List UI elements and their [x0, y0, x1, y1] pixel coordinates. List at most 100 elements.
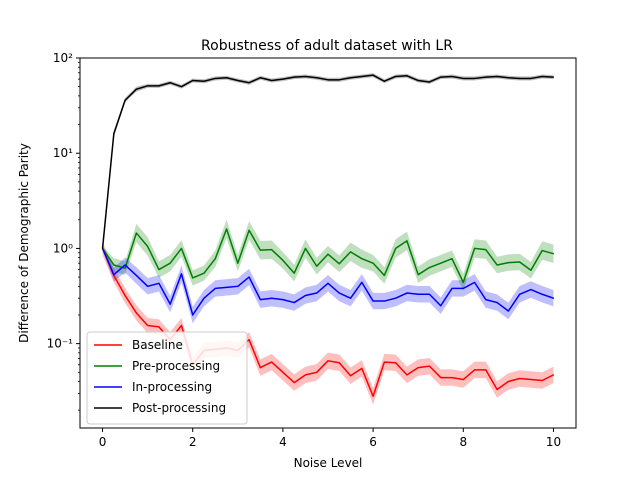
legend-label-post-processing: Post-processing: [132, 401, 226, 415]
pre-processing-point: [282, 259, 284, 261]
post-processing-point: [101, 247, 104, 250]
in-processing-point: [248, 276, 250, 278]
post-processing-point: [192, 79, 194, 82]
post-processing-band: [102, 73, 554, 250]
post-processing-point: [541, 75, 543, 78]
pre-processing-point: [192, 277, 194, 279]
in-processing-point: [406, 292, 408, 294]
in-processing-point: [282, 299, 284, 301]
post-processing-point: [237, 79, 239, 82]
legend: Baseline Pre-processing In-processing Post-…: [86, 331, 248, 425]
baseline-point: [473, 369, 476, 371]
post-processing-point: [124, 99, 126, 101]
pre-processing-point: [147, 245, 149, 248]
post-processing-point: [304, 75, 307, 78]
in-processing-point: [158, 282, 160, 284]
post-processing-point: [158, 85, 160, 87]
baseline-point: [282, 371, 284, 373]
pre-processing-point: [473, 247, 476, 250]
baseline-point: [147, 324, 149, 327]
post-processing-point: [361, 75, 363, 78]
post-processing-point: [349, 77, 352, 79]
post-processing-point: [147, 85, 149, 87]
baseline-point: [338, 362, 340, 364]
in-processing-point: [259, 299, 261, 301]
y-tick-label: 10¹: [53, 146, 73, 160]
post-processing-point: [214, 77, 216, 80]
pre-processing-point: [406, 240, 408, 242]
y-axis-label: Difference of Demographic Parity: [17, 143, 31, 343]
in-processing-point: [237, 285, 239, 287]
baseline-point: [406, 374, 408, 376]
in-processing-point: [473, 281, 476, 283]
in-processing-point: [180, 273, 183, 275]
pre-processing-point: [552, 253, 555, 255]
x-tick-label: 4: [279, 435, 287, 449]
post-processing-point: [428, 81, 431, 83]
in-processing-point: [316, 292, 318, 294]
in-processing-point: [552, 297, 555, 299]
baseline-point: [361, 367, 363, 369]
post-processing-point: [530, 77, 532, 80]
in-processing-point: [440, 305, 442, 307]
x-tick-label: 2: [189, 435, 197, 449]
baseline-point: [372, 395, 374, 397]
baseline-point: [383, 361, 385, 363]
in-processing-point: [113, 274, 115, 276]
post-processing-line: [101, 74, 554, 249]
post-processing-point: [440, 76, 442, 78]
post-processing-point: [552, 76, 555, 78]
in-processing-point: [507, 310, 509, 312]
pre-processing-point: [327, 253, 329, 255]
pre-processing-point: [214, 258, 216, 260]
post-processing-point: [406, 75, 408, 77]
in-processing-point: [124, 264, 126, 266]
baseline-point: [462, 378, 464, 381]
post-processing-point: [113, 133, 115, 135]
in-processing-point: [372, 300, 374, 302]
pre-processing-point: [124, 267, 126, 269]
in-processing-point: [361, 281, 363, 283]
post-processing-point: [417, 79, 419, 82]
in-processing-point: [327, 282, 329, 284]
baseline-point: [428, 365, 431, 367]
legend-label-in-processing: In-processing: [132, 380, 212, 394]
pre-processing-point: [428, 266, 431, 269]
in-processing-point: [147, 285, 149, 287]
baseline-point: [327, 360, 329, 362]
x-tick-label: 6: [369, 435, 377, 449]
in-processing-point: [519, 293, 521, 295]
pre-processing-point: [372, 262, 374, 264]
post-processing-point: [203, 80, 205, 82]
in-processing-band: [102, 246, 554, 324]
baseline-point: [158, 326, 160, 328]
pre-processing-point: [180, 247, 183, 250]
post-processing-point: [271, 79, 273, 82]
pre-processing-point: [248, 229, 250, 231]
y-tick-label: 10⁻¹: [47, 337, 74, 351]
baseline-point: [316, 371, 318, 373]
x-axis-ticks: 0 2 4 6 8 10: [99, 428, 561, 449]
pre-processing-point: [158, 268, 160, 271]
plot-frame: [79, 57, 577, 429]
pre-processing-point: [440, 262, 442, 264]
pre-processing-point: [451, 258, 453, 260]
baseline-point: [451, 376, 453, 379]
in-processing-point: [214, 287, 216, 290]
baseline-point: [417, 367, 419, 369]
post-processing-point: [338, 79, 340, 81]
legend-label-pre-processing: Pre-processing: [132, 359, 220, 373]
in-processing-point: [203, 297, 205, 299]
x-tick-label: 0: [99, 435, 107, 449]
in-processing-point: [169, 303, 171, 305]
pre-processing-point: [361, 258, 363, 260]
pre-processing-point: [485, 249, 487, 251]
post-processing-point: [180, 86, 183, 88]
post-processing-point: [293, 76, 295, 78]
in-processing-point: [225, 286, 228, 288]
in-processing-point: [304, 294, 307, 297]
baseline-point: [440, 376, 442, 379]
pre-processing-point: [259, 249, 261, 251]
baseline-band: [102, 241, 554, 405]
